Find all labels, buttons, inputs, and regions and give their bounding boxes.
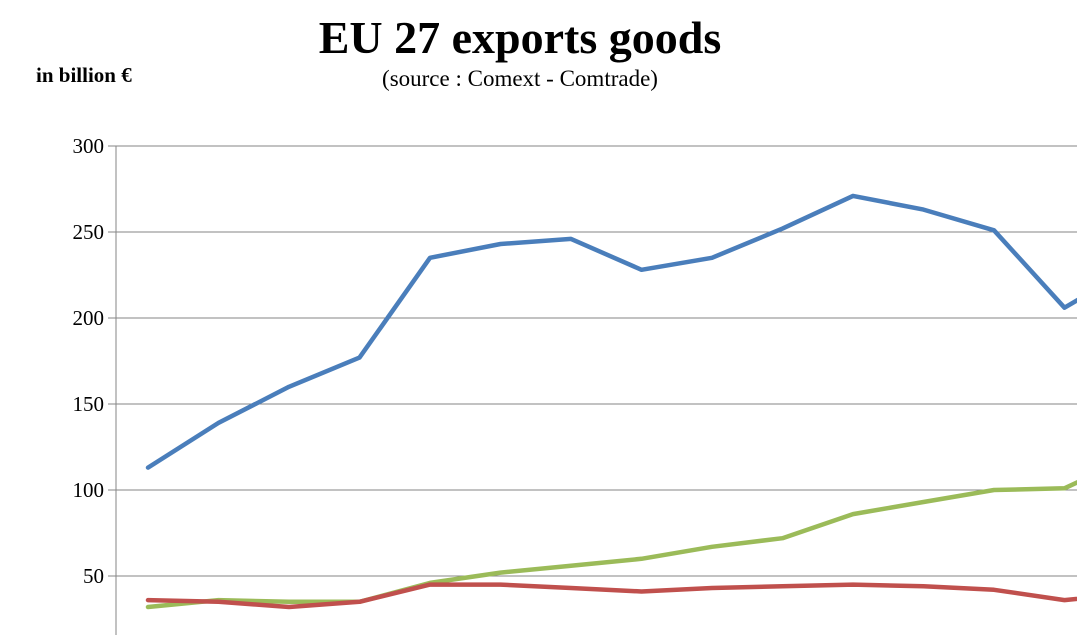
y-tick-label-200: 200 bbox=[73, 306, 105, 330]
y-tick-label-250: 250 bbox=[73, 220, 105, 244]
series-line-2 bbox=[145, 480, 1077, 610]
chart-title: EU 27 exports goods bbox=[318, 12, 722, 63]
series-line-1 bbox=[145, 193, 1077, 470]
y-tick-label-100: 100 bbox=[73, 478, 105, 502]
y-tick-label-300: 300 bbox=[73, 134, 105, 158]
y-axis-unit-label: in billion € bbox=[36, 63, 132, 87]
y-tick-label-150: 150 bbox=[73, 392, 105, 416]
chart-subtitle: (source : Comext - Comtrade) bbox=[382, 66, 658, 91]
series-line-3 bbox=[145, 582, 1077, 610]
y-tick-label-50: 50 bbox=[83, 564, 104, 588]
